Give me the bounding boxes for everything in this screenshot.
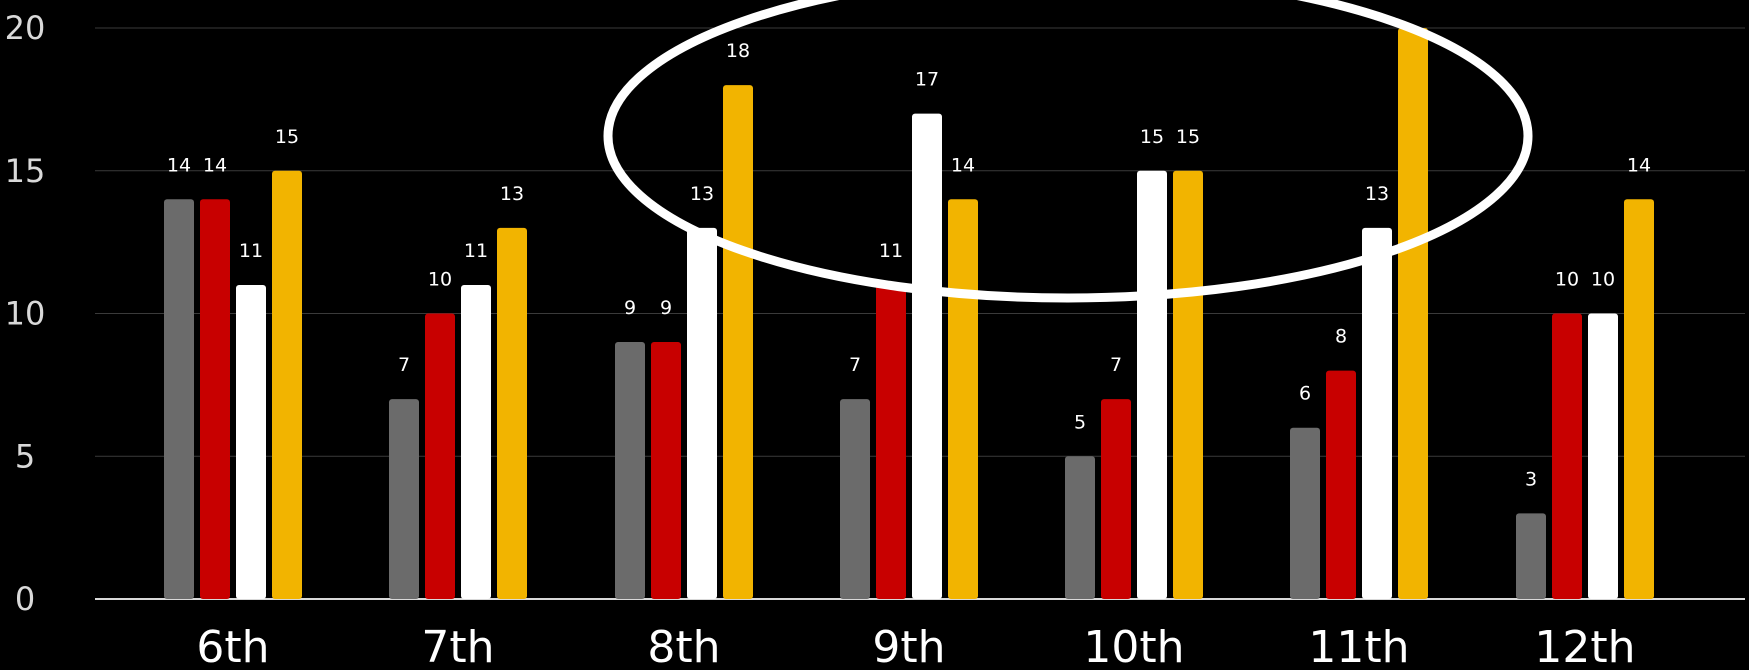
bar	[1137, 170, 1167, 599]
bar	[461, 284, 491, 599]
data-label: 8	[1335, 326, 1347, 348]
bar	[497, 227, 527, 599]
bar	[1362, 227, 1392, 599]
data-label: 14	[203, 154, 227, 176]
x-category-label: 6th	[196, 622, 269, 670]
bar	[1516, 513, 1546, 599]
data-label: 13	[500, 183, 524, 205]
bar	[1624, 199, 1654, 600]
bar	[912, 113, 942, 600]
data-label: 10	[428, 269, 452, 291]
data-label: 10	[1555, 269, 1579, 291]
x-axis-categories: 6th 7th 8th 9th 10th 11th 12th	[196, 622, 1635, 670]
highlight-ellipse	[603, 0, 1533, 303]
data-label: 9	[624, 297, 636, 319]
bar	[1552, 313, 1582, 599]
bar	[1326, 370, 1356, 599]
bar	[651, 342, 681, 599]
bar	[1398, 28, 1428, 599]
bar	[1588, 313, 1618, 599]
bar	[236, 284, 266, 599]
data-label: 3	[1525, 468, 1537, 490]
bar	[687, 227, 717, 599]
data-labels: 14 14 11 15 7 10 11 13 9 9 13 18 7 11 17 14 5 7 15 15 6 8 13 3 1…	[167, 40, 1651, 490]
data-label: 14	[167, 154, 191, 176]
x-category-label: 10th	[1083, 622, 1184, 670]
bar	[615, 342, 645, 599]
x-category-label: 8th	[647, 622, 720, 670]
data-label: 6	[1299, 383, 1311, 405]
data-label: 17	[915, 69, 939, 91]
y-tick-label: 10	[5, 295, 46, 333]
data-label: 7	[1110, 354, 1122, 376]
data-label: 5	[1074, 411, 1086, 433]
data-label: 13	[1365, 183, 1389, 205]
y-tick-label: 5	[15, 437, 35, 475]
bars	[164, 28, 1654, 600]
bar	[1173, 170, 1203, 599]
bar	[200, 199, 230, 600]
data-label: 18	[726, 40, 750, 62]
data-label: 15	[275, 126, 299, 148]
data-label: 14	[951, 154, 975, 176]
bar	[723, 85, 753, 600]
x-category-label: 9th	[872, 622, 945, 670]
data-label: 11	[239, 240, 263, 262]
bar	[389, 399, 419, 599]
data-label: 11	[879, 240, 903, 262]
y-tick-label: 20	[5, 9, 46, 47]
bar	[840, 399, 870, 599]
bar	[425, 313, 455, 599]
data-label: 14	[1627, 154, 1651, 176]
bar	[1065, 456, 1095, 599]
data-label: 13	[690, 183, 714, 205]
bar	[948, 199, 978, 600]
bar	[164, 199, 194, 600]
data-label: 7	[849, 354, 861, 376]
data-label: 7	[398, 354, 410, 376]
data-label: 15	[1176, 126, 1200, 148]
x-category-label: 12th	[1534, 622, 1635, 670]
x-category-label: 7th	[421, 622, 494, 670]
data-label: 11	[464, 240, 488, 262]
data-label: 9	[660, 297, 672, 319]
bar	[272, 170, 302, 599]
y-tick-label: 15	[5, 152, 46, 190]
data-label: 15	[1140, 126, 1164, 148]
bar	[876, 284, 906, 599]
data-label: 10	[1591, 269, 1615, 291]
bar	[1290, 427, 1320, 599]
x-category-label: 11th	[1308, 622, 1409, 670]
bar	[1101, 399, 1131, 599]
y-tick-label: 0	[15, 580, 35, 618]
y-axis-ticks: 0 5 10 15 20	[5, 9, 46, 618]
